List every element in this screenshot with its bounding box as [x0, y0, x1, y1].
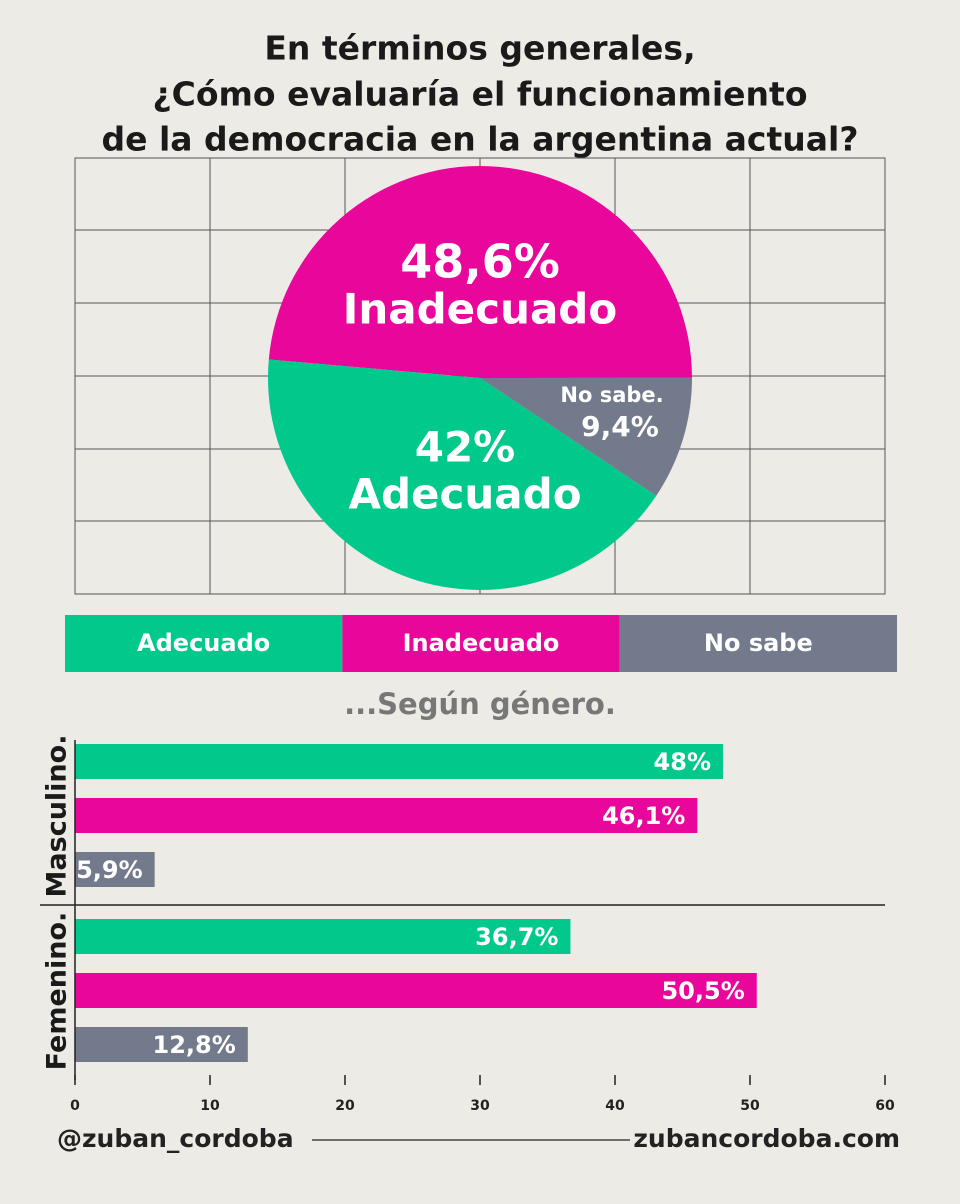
x-tick-label: 30	[470, 1098, 490, 1114]
pie-slice	[268, 359, 657, 591]
legend-swatch	[342, 615, 620, 672]
bar	[75, 798, 698, 833]
pie-value-label: 48,6%	[400, 235, 560, 289]
footer-handle: @zuban_cordoba	[57, 1124, 294, 1153]
title-line: de la democracia en la argentina actual?	[102, 120, 859, 159]
bar-value-label: 12,8%	[153, 1031, 236, 1059]
bar-value-label: 46,1%	[602, 802, 685, 830]
bar	[75, 919, 571, 954]
bar	[75, 1027, 248, 1062]
category-label: Femenino.	[42, 912, 73, 1071]
pie-value-label: 9,4%	[581, 410, 659, 443]
category-label: Masculino.	[42, 735, 73, 898]
bar	[75, 973, 757, 1008]
legend-label: Inadecuado	[403, 629, 560, 657]
x-tick-label: 10	[200, 1098, 220, 1114]
x-tick-label: 50	[740, 1098, 760, 1114]
bar	[75, 744, 723, 779]
bar	[75, 852, 155, 887]
bar-chart: Masculino. 48% 46,1% 5,9%Femenino. 36,7% 50,5…	[42, 735, 895, 1114]
pie: 48,6%Inadecuado 9,4% No sabe. 42%Adecuado	[268, 166, 692, 591]
pie-slice	[268, 166, 692, 378]
legend-label: Adecuado	[137, 629, 270, 657]
legend: Adecuado Inadecuado No sabe	[65, 615, 897, 672]
x-tick-label: 60	[875, 1098, 895, 1114]
pie-slice	[480, 377, 692, 496]
title-line: ¿Cómo evaluaría el funcionamiento	[152, 75, 807, 114]
pie-category-label: No sabe.	[560, 383, 663, 407]
subtitle: ...Según género.	[344, 687, 616, 721]
bar-value-label: 36,7%	[475, 923, 558, 951]
bar-value-label: 48%	[654, 748, 711, 776]
footer-site: zubancordoba.com	[633, 1124, 900, 1153]
legend-swatch	[619, 615, 897, 672]
bar-value-label: 5,9%	[76, 856, 143, 884]
pie-value-label: 42%	[415, 423, 516, 472]
pie-category-label: Inadecuado	[343, 285, 617, 334]
legend-swatch	[65, 615, 343, 672]
x-tick-label: 0	[70, 1098, 80, 1114]
legend-label: No sabe	[704, 629, 813, 657]
title-line: En términos generales,	[264, 29, 695, 68]
pie-category-label: Adecuado	[348, 470, 581, 519]
x-tick-label: 40	[605, 1098, 625, 1114]
bar-value-label: 50,5%	[661, 977, 744, 1005]
x-tick-label: 20	[335, 1098, 355, 1114]
